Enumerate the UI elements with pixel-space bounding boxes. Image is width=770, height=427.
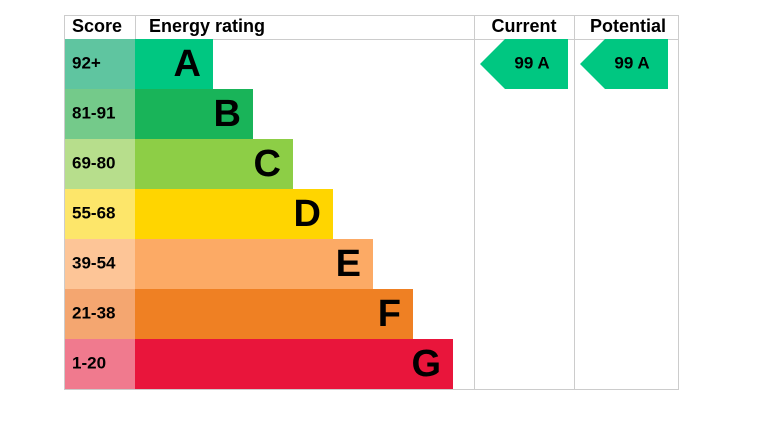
rating-bar	[135, 89, 253, 139]
rating-letter: E	[336, 243, 361, 285]
rating-bar	[135, 39, 213, 89]
score-cell	[65, 39, 135, 89]
rating-letter: F	[378, 293, 401, 335]
rating-letter: A	[174, 43, 201, 85]
score-label: 21-38	[72, 303, 115, 322]
score-cell	[65, 189, 135, 239]
current-label: 99 A	[514, 53, 549, 72]
score-label: 55-68	[72, 203, 115, 222]
rating-bar	[135, 239, 373, 289]
rating-letter: G	[411, 343, 441, 385]
rating-bar	[135, 139, 293, 189]
score-label: 92+	[72, 53, 101, 72]
rating-letter: C	[254, 143, 281, 185]
score-cell	[65, 339, 135, 389]
header-score: Score	[72, 16, 122, 36]
rating-letter: B	[214, 93, 241, 135]
header-rating: Energy rating	[149, 16, 265, 36]
rating-bar	[135, 289, 413, 339]
score-label: 69-80	[72, 153, 115, 172]
score-cell	[65, 289, 135, 339]
rating-letter: D	[294, 193, 321, 235]
potential-arrow	[580, 39, 668, 89]
header-current: Current	[491, 16, 556, 36]
score-label: 1-20	[72, 353, 106, 372]
frame	[64, 15, 679, 390]
current-arrow	[480, 39, 568, 89]
header-potential: Potential	[590, 16, 666, 36]
score-label: 39-54	[72, 253, 116, 272]
potential-label: 99 A	[614, 53, 649, 72]
rating-bar	[135, 189, 333, 239]
score-cell	[65, 139, 135, 189]
score-label: 81-91	[72, 103, 115, 122]
rating-bar	[135, 339, 453, 389]
score-cell	[65, 89, 135, 139]
score-cell	[65, 239, 135, 289]
